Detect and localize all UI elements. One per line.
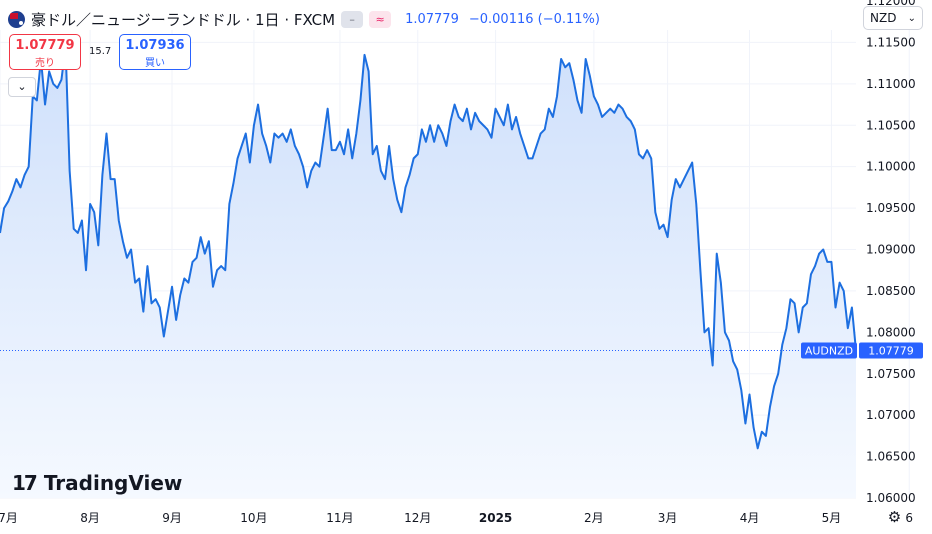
tradingview-logo-icon: 17: [12, 471, 38, 495]
price-tick-label: 1.09500: [866, 201, 916, 215]
price-tick-label: 1.11000: [866, 77, 916, 91]
time-axis: 7月 8月 9月 10月 11月 12月 2025 2月 3月 4月 5月 6: [0, 511, 913, 525]
price-tick-label: 1.11500: [866, 35, 916, 49]
symbol-header: 豪ドル／ニュージーランドドル · 1日 · FXCM – ≈ 1.07779 −…: [8, 8, 600, 30]
price-tick-label: 1.08000: [866, 325, 916, 339]
gear-icon[interactable]: ⚙: [887, 508, 902, 526]
time-tick-label: 11月: [326, 511, 353, 525]
time-tick-label: 12月: [404, 511, 431, 525]
price-tick-label: 1.07000: [866, 408, 916, 422]
price-tick-label: 1.12000: [866, 0, 916, 8]
collapse-button[interactable]: ⌄: [8, 77, 36, 97]
price-tick-label: 1.07500: [866, 367, 916, 381]
sell-label: 売り: [35, 58, 55, 69]
time-tick-label: 7月: [0, 511, 18, 525]
price-line: [0, 45, 857, 450]
time-tick-label: 5月: [822, 511, 842, 525]
price-tick-label: 1.10000: [866, 160, 916, 174]
buy-button[interactable]: 1.07936 買い: [119, 34, 191, 70]
badge-approx: ≈: [369, 10, 392, 28]
price-tag-value: 1.07779: [868, 345, 914, 358]
price-tick-label: 1.09000: [866, 243, 916, 257]
chevron-down-icon: ⌄: [17, 80, 27, 93]
buy-label: 買い: [145, 58, 165, 69]
badge-dash: –: [341, 10, 364, 28]
currency-value: NZD: [870, 11, 897, 25]
last-price-tag: AUDNZD 1.07779: [801, 342, 923, 359]
time-tick-label: 2月: [584, 511, 604, 525]
buy-price: 1.07936: [125, 38, 185, 53]
sell-button[interactable]: 1.07779 売り: [9, 34, 81, 70]
chevron-down-icon: ⌄: [907, 12, 916, 24]
time-tick-label: 9月: [162, 511, 182, 525]
price-axis: 1.06000 1.06500 1.07000 1.07500 1.08000 1.085…: [866, 0, 916, 505]
last-price: 1.07779: [405, 11, 459, 27]
price-tick-label: 1.08500: [866, 284, 916, 298]
price-tick-label: 1.06500: [866, 450, 916, 464]
tradingview-logo[interactable]: 17 TradingView: [12, 471, 182, 495]
currency-selector[interactable]: NZD ⌄: [863, 6, 923, 30]
time-tick-label: 3月: [658, 511, 678, 525]
time-tick-label: 10月: [240, 511, 267, 525]
symbol-title[interactable]: 豪ドル／ニュージーランドドル · 1日 · FXCM: [31, 10, 336, 29]
time-tick-label: 2025: [479, 511, 512, 525]
tradingview-logo-text: TradingView: [43, 471, 183, 495]
time-tick-label: 6: [905, 511, 913, 525]
spread-value: 15.7: [89, 46, 112, 57]
currency-flag-icon: [8, 10, 25, 28]
price-tick-label: 1.06000: [866, 491, 916, 505]
price-area: [0, 46, 856, 498]
sell-price: 1.07779: [15, 38, 75, 53]
time-tick-label: 8月: [80, 511, 100, 525]
price-change: −0.00116 (−0.11%): [468, 11, 600, 27]
price-tag-symbol: AUDNZD: [805, 345, 853, 358]
price-tick-label: 1.10500: [866, 118, 916, 132]
time-tick-label: 4月: [740, 511, 760, 525]
